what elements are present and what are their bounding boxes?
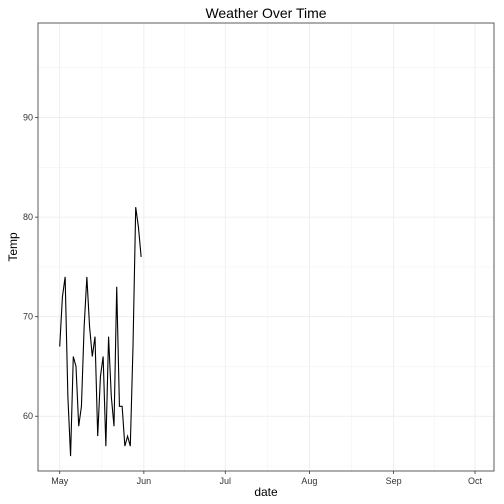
y-tick-label: 80 xyxy=(23,212,33,222)
x-tick-label: Jun xyxy=(137,476,152,486)
x-tick-label: Sep xyxy=(386,476,402,486)
plot-panel xyxy=(38,23,494,471)
y-axis-title: Temp xyxy=(6,232,20,262)
y-tick-label: 90 xyxy=(23,113,33,123)
y-axis: 60 70 80 90 xyxy=(23,113,38,421)
y-tick-label: 60 xyxy=(23,411,33,421)
series-line-temp xyxy=(59,207,142,457)
x-axis: May Jun Jul Aug Sep Oct xyxy=(51,471,482,486)
y-tick-label: 70 xyxy=(23,312,33,322)
x-tick-label: Aug xyxy=(301,476,317,486)
x-tick-label: Jul xyxy=(220,476,232,486)
minor-gridlines xyxy=(38,23,494,471)
major-gridlines xyxy=(38,23,494,471)
x-tick-label: Oct xyxy=(468,476,483,486)
x-axis-title: date xyxy=(254,485,278,499)
chart-title: Weather Over Time xyxy=(205,5,326,21)
x-tick-label: May xyxy=(51,476,69,486)
plot-border xyxy=(37,22,495,472)
